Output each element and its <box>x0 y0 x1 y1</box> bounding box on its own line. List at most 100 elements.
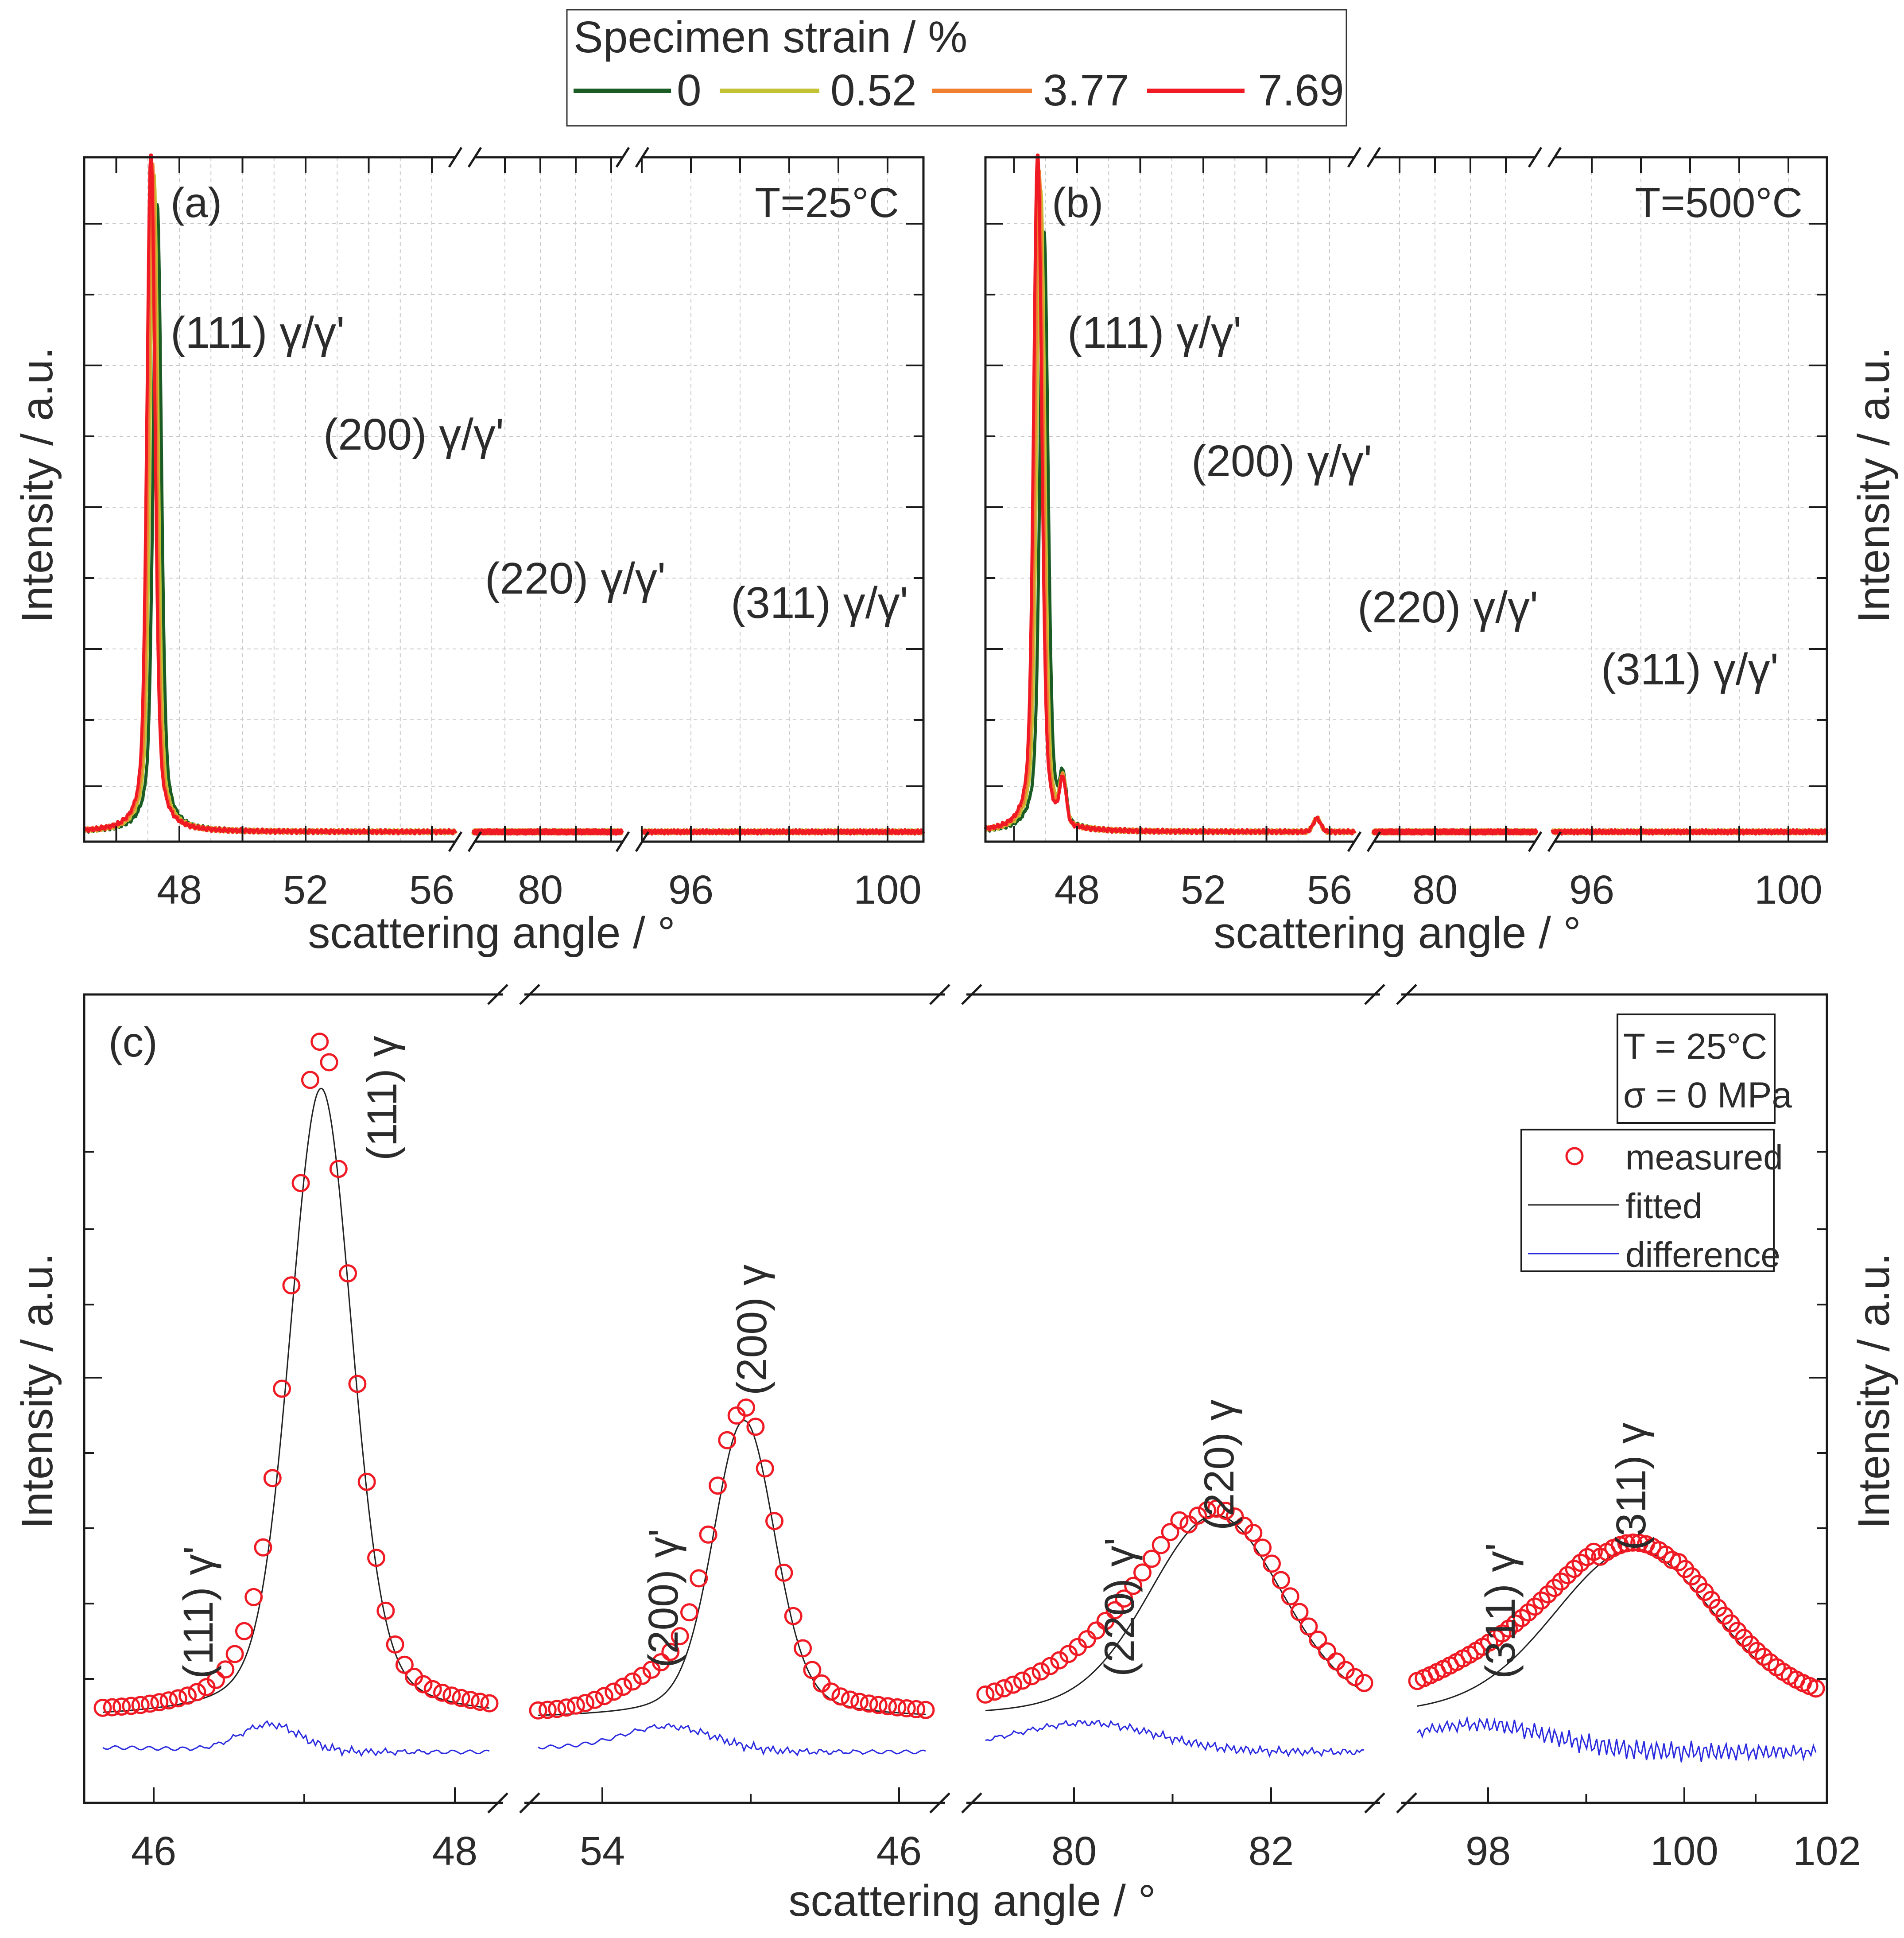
measured-point-1-11 <box>633 1666 651 1685</box>
peak-label-b-311: (311) γ/γ' <box>1601 645 1779 694</box>
legend-label-1: 0.52 <box>830 66 917 115</box>
panel-c-ylabel-left: Intensity / a.u. <box>12 1253 62 1529</box>
measured-point-1-15 <box>671 1627 689 1646</box>
measured-point-3-51 <box>1741 1635 1760 1654</box>
panel-c-legend: measured fitted difference <box>1520 1129 1783 1274</box>
measured-point-1-22 <box>737 1398 755 1417</box>
peak-label-c-311-gamma: (311) γ <box>1608 1422 1655 1550</box>
measured-point-1-23 <box>746 1418 765 1436</box>
measured-point-0-19 <box>273 1379 291 1398</box>
strain-legend: Specimen strain / % 0 0.52 3.77 7.69 <box>566 9 1347 127</box>
measured-point-0-35 <box>423 1680 442 1698</box>
panel-a-frame <box>83 156 925 843</box>
measured-point-3-32 <box>1617 1534 1636 1553</box>
panel-a-label: (a) <box>171 179 222 226</box>
measured-point-1-37 <box>879 1697 897 1716</box>
c-break-b-2-1 <box>1396 1792 1417 1814</box>
measured-point-2-37 <box>1318 1642 1337 1661</box>
series-7.69-seg-0 <box>82 153 458 836</box>
panel-c-ylabel-right: Intensity / a.u. <box>1849 1253 1899 1529</box>
measured-point-2-21 <box>1170 1511 1189 1530</box>
measured-point-3-21 <box>1545 1579 1564 1597</box>
measured-point-1-18 <box>699 1525 717 1544</box>
measured-point-0-24 <box>320 1053 338 1072</box>
legend-label-0: 0 <box>677 66 702 115</box>
c-break-b-1-1 <box>961 1792 982 1814</box>
measured-point-0-27 <box>348 1375 367 1393</box>
measured-point-2-26 <box>1216 1502 1235 1520</box>
measured-point-2-30 <box>1253 1538 1272 1557</box>
panel-b-ticks: 48 52 56 80 96 100 <box>985 157 1827 913</box>
difference-line-2 <box>985 1720 1365 1758</box>
break-mark-b-0-0 <box>467 147 482 168</box>
x-tick-label-3: 80 <box>1412 867 1458 913</box>
break-gap-0-0 <box>1354 154 1374 161</box>
panel-b-curves <box>984 153 1829 836</box>
measured-point-0-7 <box>159 1691 178 1710</box>
break-mark-a-0-1 <box>1347 831 1362 852</box>
c-break-b-2-0 <box>1396 984 1417 1005</box>
peak-label-a-220: (220) γ/γ' <box>485 554 666 603</box>
measured-point-2-17 <box>1133 1563 1152 1582</box>
measured-point-0-5 <box>141 1694 159 1713</box>
panel-a: 48 52 56 80 96 100 (a) T=25°C (111) γ/γ' (200… <box>12 147 925 958</box>
measured-point-0-40 <box>471 1693 489 1711</box>
measured-point-2-20 <box>1161 1523 1179 1542</box>
panel-c-label: (c) <box>109 1019 158 1066</box>
measured-point-0-22 <box>301 1071 319 1089</box>
measured-point-3-34 <box>1630 1534 1649 1552</box>
panel-c: 46 48 54 46 80 82 98 100 102 (c) T = 25°C σ = 0 … <box>12 984 1899 1926</box>
panel-a-axis-breaks <box>448 147 650 852</box>
legend-label-2: 3.77 <box>1043 66 1129 115</box>
measured-point-1-3 <box>557 1698 576 1717</box>
measured-point-2-25 <box>1207 1499 1225 1518</box>
measured-point-0-18 <box>263 1469 282 1487</box>
measured-point-1-27 <box>784 1607 803 1625</box>
x-tick-label-2: 56 <box>409 867 454 913</box>
break-gap-0-0 <box>455 154 475 161</box>
measured-point-0-38 <box>452 1689 470 1707</box>
measured-point-0-2 <box>112 1697 131 1716</box>
panel-b-grid <box>985 157 1827 843</box>
measured-point-3-61 <box>1807 1679 1825 1698</box>
measured-point-0-37 <box>442 1686 461 1705</box>
legend-entry-1: 0.52 <box>720 66 917 115</box>
legend-difference-label: difference <box>1625 1235 1780 1274</box>
difference-line-1 <box>538 1723 926 1756</box>
peak-label-a-311: (311) γ/γ' <box>731 578 908 628</box>
peak-label-c-220-gamma-prime: (220) γ' <box>1096 1538 1143 1677</box>
measured-point-1-1 <box>538 1701 557 1719</box>
c-x-tick-label-2: 54 <box>580 1829 625 1874</box>
measured-point-2-3 <box>1004 1675 1023 1694</box>
c-break-a-2-0 <box>1364 984 1385 1005</box>
measured-point-2-41 <box>1355 1674 1373 1692</box>
measured-point-1-40 <box>907 1700 926 1718</box>
condition-stress: σ = 0 MPa <box>1623 1075 1792 1115</box>
measured-point-1-14 <box>661 1643 680 1661</box>
break-gap-1-1 <box>1535 838 1555 845</box>
measured-point-2-7 <box>1041 1657 1059 1675</box>
measured-point-2-33 <box>1281 1587 1299 1606</box>
break-mark-a-0-0 <box>448 147 463 168</box>
c-x-tick-label-6: 98 <box>1466 1829 1511 1874</box>
panel-b-temperature: T=500°C <box>1635 179 1803 226</box>
fitted-line-1 <box>538 1420 926 1716</box>
measured-point-1-17 <box>690 1569 708 1588</box>
measured-point-3-33 <box>1624 1533 1642 1552</box>
peak-label-b-200: (200) γ/γ' <box>1191 436 1372 486</box>
panel-c-frame <box>83 993 1828 1804</box>
panel-b-label: (b) <box>1052 179 1103 226</box>
measured-point-1-19 <box>709 1476 727 1495</box>
c-x-tick-label-1: 48 <box>432 1829 477 1874</box>
peak-label-c-111-gamma-prime: (111) γ' <box>175 1546 222 1679</box>
break-mark-b-1-1 <box>1547 831 1562 852</box>
measured-point-0-12 <box>207 1670 225 1689</box>
measured-point-1-4 <box>566 1696 585 1715</box>
measured-point-2-2 <box>995 1679 1013 1697</box>
measured-point-1-26 <box>775 1563 793 1582</box>
measured-point-1-41 <box>916 1701 935 1719</box>
measured-point-0-34 <box>414 1675 433 1693</box>
panel-b-frame <box>984 156 1828 843</box>
c-break-a-2-1 <box>1364 1792 1385 1814</box>
